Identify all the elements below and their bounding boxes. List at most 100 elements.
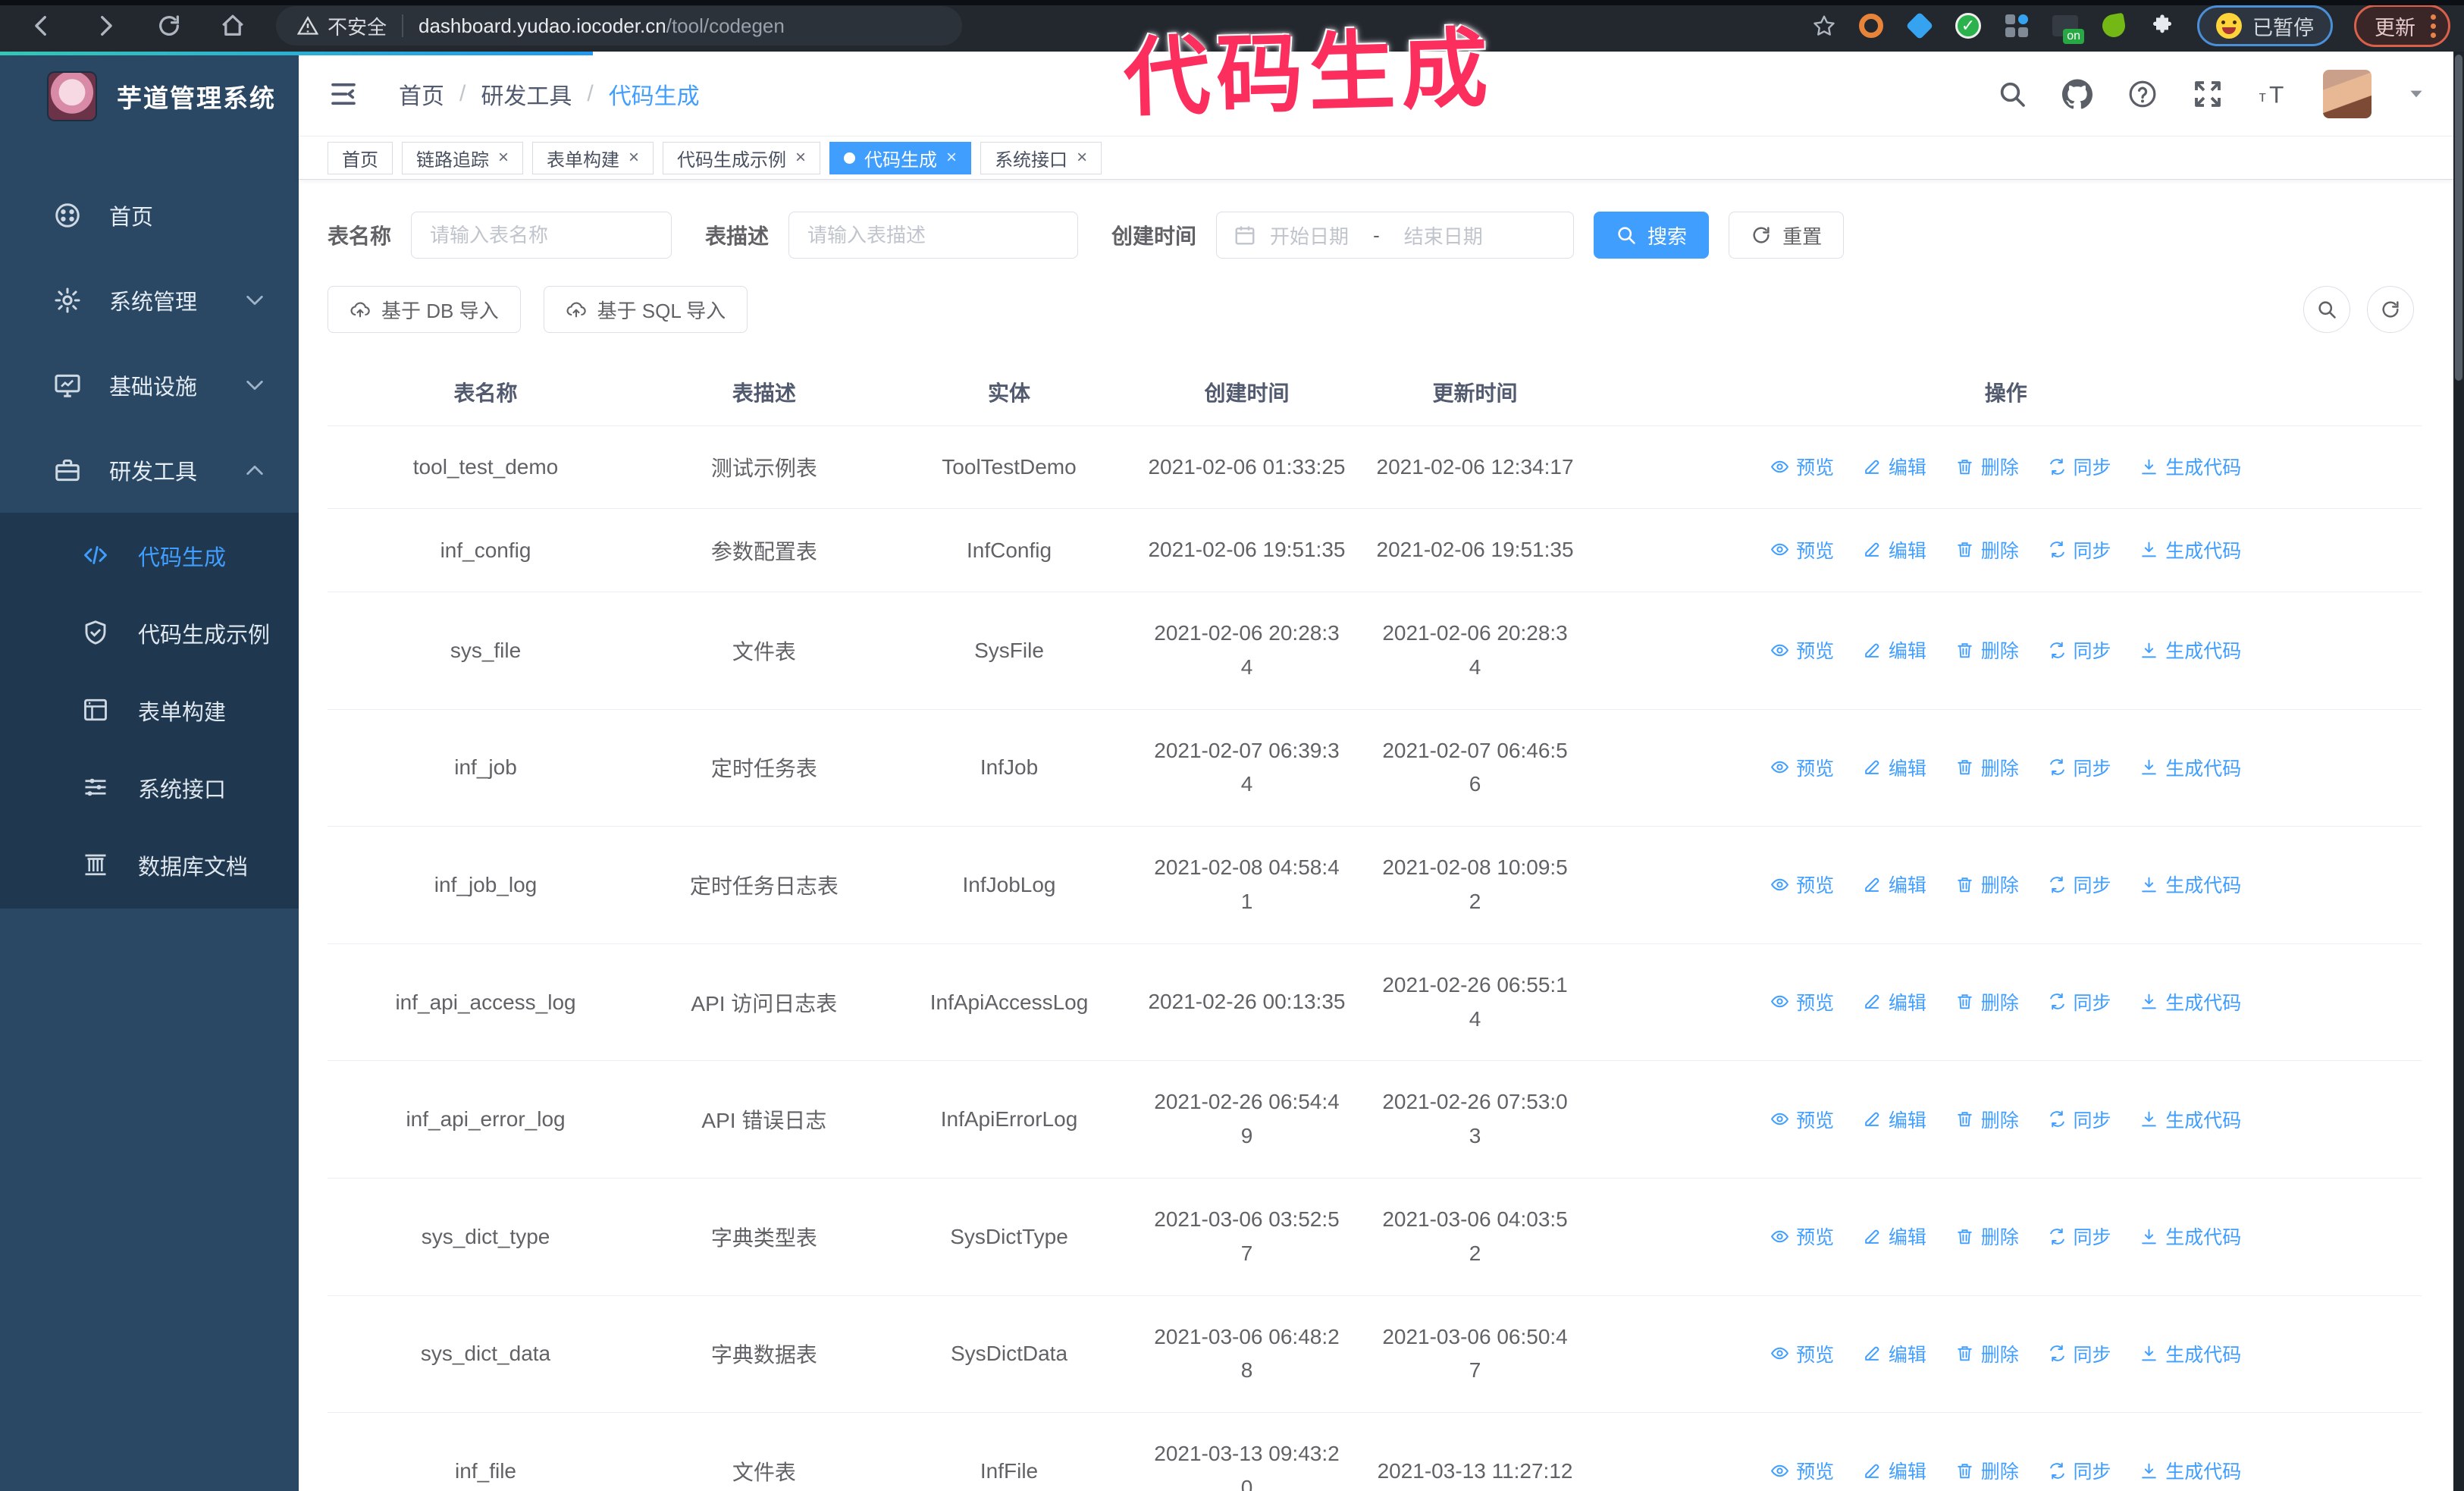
font-size-icon[interactable] [2258,79,2288,109]
tab-系统接口[interactable]: 系统接口 × [980,141,1102,174]
close-tab-icon[interactable]: × [1077,147,1088,168]
sync-link[interactable]: 同步 [2048,871,2111,898]
profile-paused-badge[interactable]: 已暂停 [2197,5,2333,46]
preview-link[interactable]: 预览 [1770,988,1834,1015]
generate-code-link[interactable]: 生成代码 [2140,871,2241,898]
extensions-puzzle-icon[interactable] [2149,12,2176,39]
extension-icon[interactable] [2052,12,2084,44]
import-db-button[interactable]: 基于 DB 导入 [328,286,521,333]
scrollbar-thumb[interactable] [2455,55,2462,381]
sidebar-item-gear[interactable]: 系统管理 [0,258,299,343]
tab-代码生成示例[interactable]: 代码生成示例 × [663,141,821,174]
close-tab-icon[interactable]: × [498,147,509,168]
table-desc-input[interactable] [788,212,1079,259]
browser-forward-icon[interactable] [92,13,118,39]
help-icon[interactable] [2127,79,2158,109]
extension-icon[interactable] [2100,12,2127,39]
close-tab-icon[interactable]: × [946,147,958,168]
tab-表单构建[interactable]: 表单构建 × [532,141,654,174]
sync-link[interactable]: 同步 [2048,1457,2111,1484]
table-name-input[interactable] [411,212,672,259]
generate-code-link[interactable]: 生成代码 [2140,1340,2241,1367]
delete-link[interactable]: 删除 [1955,636,2019,664]
extension-icon[interactable] [1905,11,1934,40]
generate-code-link[interactable]: 生成代码 [2140,1223,2241,1250]
date-range-picker[interactable]: 开始日期 - 结束日期 [1216,212,1575,259]
delete-link[interactable]: 删除 [1955,1106,2019,1133]
tab-首页[interactable]: 首页 [328,141,393,174]
delete-link[interactable]: 删除 [1955,871,2019,898]
preview-link[interactable]: 预览 [1770,636,1834,664]
sync-link[interactable]: 同步 [2048,988,2111,1015]
browser-back-icon[interactable] [29,13,55,39]
sidebar-subitem-shield-check[interactable]: 代码生成示例 [0,595,299,672]
hamburger-icon[interactable] [328,78,359,110]
search-icon[interactable] [1997,79,2027,109]
close-tab-icon[interactable]: × [629,147,640,168]
edit-link[interactable]: 编辑 [1863,1457,1926,1484]
delete-link[interactable]: 删除 [1955,1223,2019,1250]
delete-link[interactable]: 删除 [1955,1340,2019,1367]
delete-link[interactable]: 删除 [1955,754,2019,781]
browser-menu-icon[interactable] [2431,14,2436,38]
sidebar-subitem-sliders[interactable]: 系统接口 [0,749,299,827]
sync-link[interactable]: 同步 [2048,1340,2111,1367]
close-tab-icon[interactable]: × [795,147,807,168]
search-button[interactable]: 搜索 [1594,212,1710,259]
delete-link[interactable]: 删除 [1955,536,2019,563]
generate-code-link[interactable]: 生成代码 [2140,754,2241,781]
tab-代码生成[interactable]: 代码生成 × [829,141,972,174]
breadcrumb-item[interactable]: 研发工具 [481,83,572,109]
edit-link[interactable]: 编辑 [1863,1106,1926,1133]
delete-link[interactable]: 删除 [1955,453,2019,480]
sync-link[interactable]: 同步 [2048,636,2111,664]
sync-link[interactable]: 同步 [2048,754,2111,781]
caret-down-icon[interactable] [2406,84,2426,104]
fullscreen-icon[interactable] [2193,79,2223,109]
generate-code-link[interactable]: 生成代码 [2140,453,2241,480]
generate-code-link[interactable]: 生成代码 [2140,536,2241,563]
sync-link[interactable]: 同步 [2048,1106,2111,1133]
extension-icon[interactable] [1955,12,1982,39]
extension-icon[interactable] [1857,12,1885,39]
breadcrumb-item[interactable]: 首页 [399,83,444,109]
edit-link[interactable]: 编辑 [1863,1223,1926,1250]
browser-scrollbar[interactable] [2453,52,2464,1491]
sidebar-logo-row[interactable]: 芋道管理系统 [0,52,299,138]
generate-code-link[interactable]: 生成代码 [2140,1106,2241,1133]
sidebar-item-monitor[interactable]: 基础设施 [0,343,299,428]
sync-link[interactable]: 同步 [2048,1223,2111,1250]
edit-link[interactable]: 编辑 [1863,453,1926,480]
sidebar-subitem-form[interactable]: 表单构建 [0,672,299,749]
preview-link[interactable]: 预览 [1770,1457,1834,1484]
toggle-search-button[interactable] [2303,286,2350,333]
delete-link[interactable]: 删除 [1955,1457,2019,1484]
preview-link[interactable]: 预览 [1770,871,1834,898]
edit-link[interactable]: 编辑 [1863,536,1926,563]
preview-link[interactable]: 预览 [1770,453,1834,480]
refresh-table-button[interactable] [2367,286,2414,333]
sidebar-item-toolbox[interactable]: 研发工具 [0,428,299,513]
preview-link[interactable]: 预览 [1770,536,1834,563]
edit-link[interactable]: 编辑 [1863,754,1926,781]
sidebar-subitem-code[interactable]: 代码生成 [0,517,299,595]
browser-home-icon[interactable] [220,13,246,39]
avatar[interactable] [2323,69,2372,118]
sidebar-subitem-database[interactable]: 数据库文档 [0,827,299,904]
sync-link[interactable]: 同步 [2048,536,2111,563]
tab-链路追踪[interactable]: 链路追踪 × [402,141,524,174]
github-icon[interactable] [2062,79,2093,109]
preview-link[interactable]: 预览 [1770,1106,1834,1133]
browser-reload-icon[interactable] [156,13,182,39]
edit-link[interactable]: 编辑 [1863,871,1926,898]
edit-link[interactable]: 编辑 [1863,1340,1926,1367]
preview-link[interactable]: 预览 [1770,1340,1834,1367]
address-bar[interactable]: 不安全 dashboard.yudao.iocoder.cn/tool/code… [276,6,962,46]
sync-link[interactable]: 同步 [2048,453,2111,480]
bookmark-star-icon[interactable] [1812,14,1836,38]
reset-button[interactable]: 重置 [1729,212,1845,259]
browser-update-button[interactable]: 更新 [2354,5,2450,47]
generate-code-link[interactable]: 生成代码 [2140,636,2241,664]
preview-link[interactable]: 预览 [1770,1223,1834,1250]
sidebar-item-dashboard[interactable]: 首页 [0,173,299,258]
